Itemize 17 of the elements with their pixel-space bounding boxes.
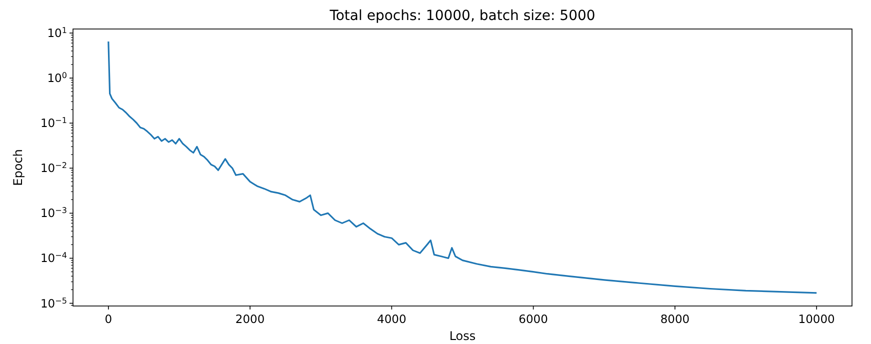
y-tick-label: 10$^{1}$ [47, 26, 67, 40]
y-tick-label: 10$^{0}$ [47, 70, 67, 86]
y-tick-label: 10$^{−4}$ [40, 250, 67, 266]
x-tick-label: 2000 [235, 312, 265, 326]
chart-title: Total epochs: 10000, batch size: 5000 [328, 8, 596, 24]
y-axis-title: Epoch [11, 149, 25, 186]
x-tick-label: 6000 [518, 312, 548, 326]
x-tick-label: 10000 [798, 312, 835, 326]
x-tick-label: 0 [104, 312, 112, 326]
y-tick-label: 10$^{−1}$ [40, 116, 67, 130]
x-axis-title: Loss [449, 329, 476, 343]
y-tick-label: 10$^{−3}$ [40, 206, 67, 220]
x-tick-label: 8000 [660, 312, 690, 326]
y-tick-label: 10$^{−5}$ [40, 296, 67, 310]
y-tick-label: 10$^{−2}$ [40, 160, 67, 176]
line-series [108, 40, 818, 294]
x-tick-label: 4000 [377, 312, 406, 326]
